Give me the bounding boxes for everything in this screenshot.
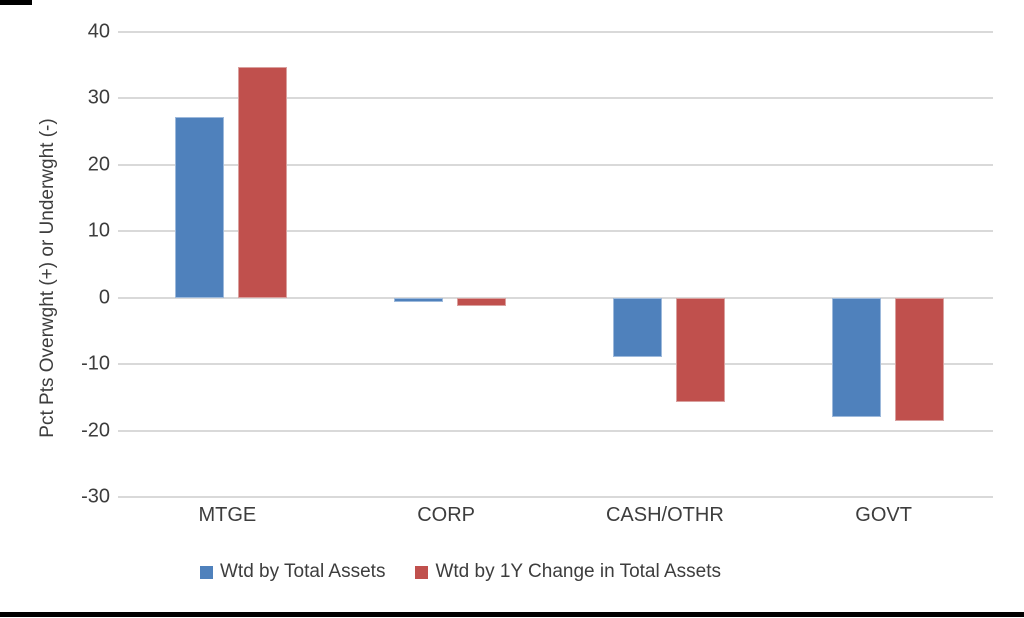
bar-govt-s0	[831, 297, 881, 418]
top-left-mark	[0, 0, 32, 5]
category-label: MTGE	[198, 504, 257, 526]
gridline	[118, 496, 993, 498]
category-label: CASH/OTHR	[605, 504, 724, 526]
y-tick-label: 20	[87, 153, 110, 176]
bar-mtge-s0	[175, 117, 225, 298]
y-tick-label: -10	[81, 352, 110, 375]
gridline	[118, 163, 993, 166]
y-tick-label: 10	[87, 219, 110, 242]
y-tick-label: 40	[87, 20, 110, 43]
legend-label: Wtd by 1Y Change in Total Assets	[435, 561, 721, 582]
bar-cash-othr-s1	[675, 297, 725, 402]
category-label: CORP	[417, 504, 476, 526]
bar-cash-othr-s0	[612, 297, 662, 357]
legend-label: Wtd by Total Assets	[220, 561, 386, 582]
bar-corp-s0	[394, 297, 444, 303]
category-label: GOVT	[855, 504, 912, 526]
gridline	[118, 31, 993, 33]
gridline	[118, 429, 993, 432]
bar-corp-s1	[457, 297, 507, 306]
gridline	[118, 97, 993, 100]
legend: Wtd by Total Assets Wtd by 1Y Change in T…	[200, 561, 721, 583]
gridline	[118, 230, 993, 233]
legend-swatch-icon	[200, 565, 213, 579]
legend-item: Wtd by Total Assets	[200, 561, 385, 583]
bar-govt-s1	[894, 297, 944, 422]
bottom-divider	[0, 612, 1024, 617]
legend-item: Wtd by 1Y Change in Total Assets	[415, 561, 721, 583]
y-tick-label: -20	[81, 419, 110, 442]
legend-swatch-icon	[415, 565, 429, 579]
bar-mtge-s1	[238, 67, 288, 298]
y-tick-label: 0	[98, 286, 110, 309]
gridline	[118, 296, 993, 299]
y-tick-label: 30	[87, 86, 110, 109]
gridline	[118, 363, 993, 366]
y-tick-label: -30	[81, 485, 110, 508]
